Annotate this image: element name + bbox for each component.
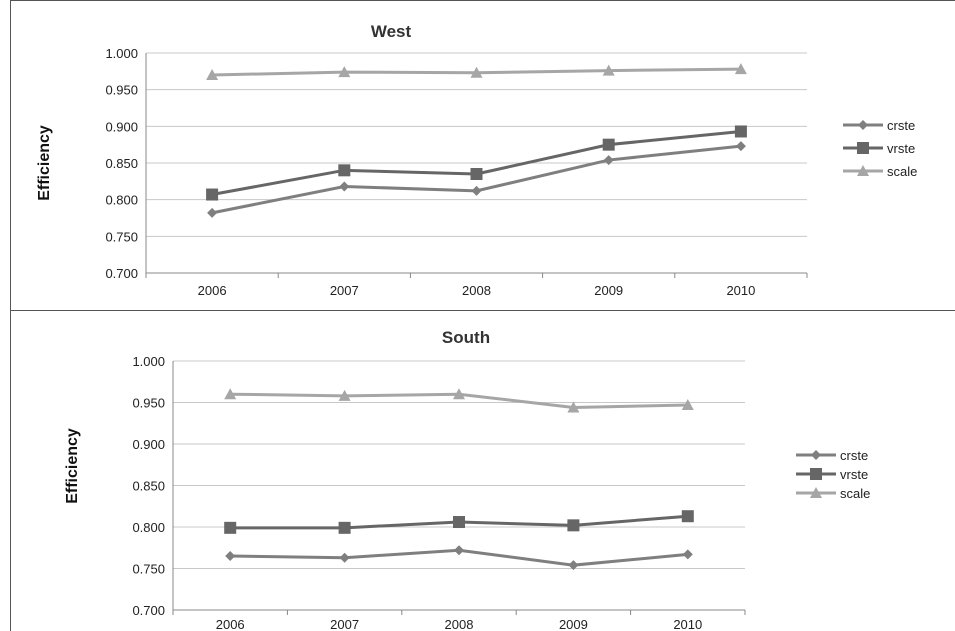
x-tick-label: 2010: [673, 617, 702, 631]
chart-title: West: [371, 22, 412, 41]
data-point-crste: [454, 545, 464, 556]
y-tick-label: 0.700: [132, 603, 165, 618]
data-point-vrste: [338, 521, 351, 534]
data-point-scale: [567, 401, 580, 413]
west-chart-panel: West Efficiency 0.700 0.750 0.800 0.850 0.900 0…: [10, 0, 955, 311]
data-point-vrste: [470, 168, 483, 180]
y-tick-label: 0.750: [105, 229, 138, 244]
data-point-crste: [339, 181, 350, 192]
y-axis-label: Efficiency: [36, 125, 53, 201]
y-tick-label: 0.700: [105, 266, 138, 281]
data-point-vrste: [602, 138, 615, 151]
legend-marker-crste: [858, 120, 868, 130]
chart-title: South: [442, 328, 490, 347]
data-point-scale: [602, 64, 615, 76]
data-point-crste: [471, 185, 482, 196]
legend-marker-vrste: [810, 468, 822, 480]
y-tick-label: 0.900: [105, 119, 138, 134]
y-axis-label: Efficiency: [64, 428, 81, 504]
y-tick-label: 1.000: [105, 46, 138, 61]
data-point-scale: [338, 389, 351, 401]
x-tick-label: 2006: [216, 617, 245, 631]
y-tick-label: 0.850: [132, 479, 165, 494]
legend-label-scale: scale: [840, 486, 870, 501]
data-point-scale: [206, 69, 219, 80]
data-point-crste: [339, 552, 350, 563]
x-tick-label: 2008: [462, 283, 491, 298]
data-point-crste: [682, 549, 693, 560]
y-tick-label: 0.850: [105, 156, 138, 171]
data-point-crste: [735, 141, 746, 152]
data-point-crste: [225, 551, 236, 562]
data-point-scale: [681, 398, 694, 410]
legend-marker-crste: [811, 450, 821, 460]
data-point-vrste: [681, 510, 694, 523]
x-tick-label: 2007: [330, 283, 359, 298]
y-tick-label: 0.900: [132, 437, 165, 452]
data-point-vrste: [567, 519, 580, 532]
x-tick-label: 2010: [726, 283, 755, 298]
data-point-crste: [568, 560, 579, 571]
legend-marker-scale: [857, 165, 869, 176]
south-chart-panel: South Efficiency 0.700 0.750 0.800 0.850 0.900…: [10, 310, 955, 631]
y-tick-label: 0.800: [132, 520, 165, 535]
west-chart: West Efficiency 0.700 0.750 0.800 0.850 0.900 0…: [36, 22, 917, 298]
x-tick-label: 2006: [198, 283, 227, 298]
data-point-scale: [224, 388, 237, 400]
data-point-scale: [470, 66, 483, 78]
x-tick-label: 2009: [594, 283, 623, 298]
data-point-scale: [338, 66, 351, 78]
y-tick-label: 0.800: [105, 193, 138, 208]
legend-label-scale: scale: [887, 164, 917, 179]
data-point-vrste: [338, 164, 351, 177]
legend-marker-scale: [810, 487, 822, 498]
legend-marker-vrste: [857, 142, 869, 154]
legend-label-crste: crste: [840, 448, 868, 463]
data-point-vrste: [453, 516, 465, 529]
x-tick-label: 2008: [445, 617, 474, 631]
data-point-crste: [603, 155, 614, 166]
y-tick-label: 0.950: [132, 396, 165, 411]
x-tick-label: 2009: [559, 617, 588, 631]
y-tick-label: 0.950: [105, 83, 138, 98]
legend-label-vrste: vrste: [887, 141, 915, 156]
x-tick-label: 2007: [330, 617, 359, 631]
data-point-vrste: [734, 125, 747, 138]
data-point-scale: [453, 388, 465, 400]
south-chart: South Efficiency 0.700 0.750 0.800 0.850 0.900…: [64, 328, 870, 631]
legend-label-crste: crste: [887, 118, 915, 133]
y-tick-label: 0.750: [132, 562, 165, 577]
data-point-vrste: [224, 521, 237, 534]
data-point-vrste: [206, 188, 219, 201]
y-tick-label: 1.000: [132, 354, 165, 369]
legend-label-vrste: vrste: [840, 467, 868, 482]
data-point-scale: [734, 63, 747, 75]
data-point-crste: [207, 207, 218, 218]
